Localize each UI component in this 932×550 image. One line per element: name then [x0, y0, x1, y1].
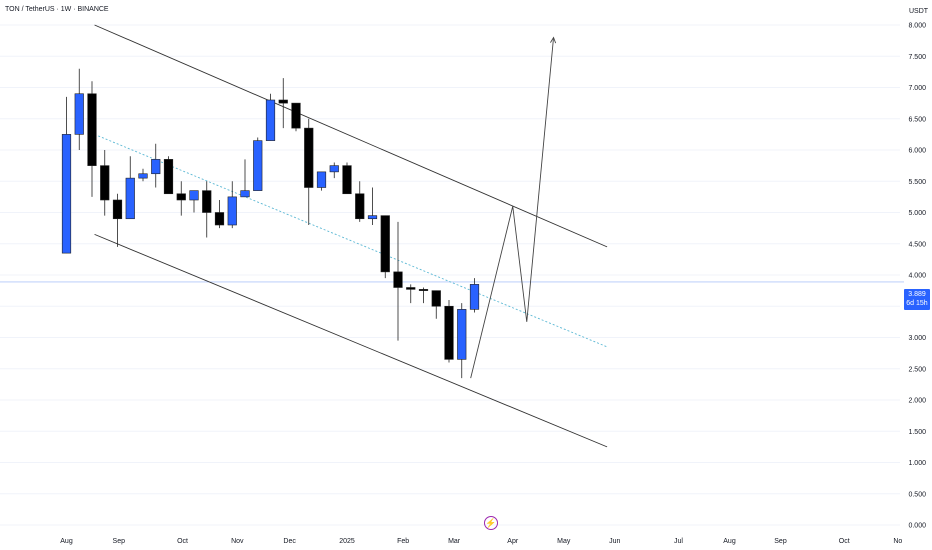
price-tick-label: 6.500	[908, 116, 926, 123]
candle-body	[355, 193, 365, 220]
price-tick-label: 7.000	[908, 85, 926, 92]
candle-body	[214, 212, 225, 226]
candle-body	[265, 99, 276, 141]
time-tick-label: Nov	[231, 538, 244, 545]
candle-body	[342, 165, 352, 195]
bar-countdown: 6d 15h	[906, 300, 928, 307]
price-tick-label: 1.500	[908, 429, 926, 436]
candle-body	[125, 177, 135, 220]
channel-lower-line	[94, 233, 608, 448]
channel-upper-line	[94, 24, 608, 248]
candle-body	[406, 287, 416, 290]
time-tick-label: Mar	[448, 538, 461, 545]
price-tick-label: 5.500	[908, 179, 926, 186]
time-axis[interactable]: Aug Sep Oct Nov Dec 2025 Feb Mar Apr May Jun Jul Aug…	[60, 538, 902, 545]
price-tick-label: 5.000	[908, 210, 926, 217]
price-tick-label: 4.000	[908, 273, 926, 280]
price-axis[interactable]: 0.0000.5001.0001.5002.0002.5003.0003.500…	[908, 23, 926, 530]
price-tick-label: 6.000	[908, 148, 926, 155]
time-tick-label: Sep	[774, 538, 787, 545]
candle-body	[112, 199, 123, 220]
candle-body	[278, 99, 288, 104]
candle-body	[61, 134, 72, 254]
currency-label[interactable]: USDT	[909, 8, 929, 15]
time-tick-label: Jul	[674, 538, 683, 545]
time-tick-label: Aug	[60, 538, 73, 545]
candle-body	[138, 173, 148, 179]
candle-body	[393, 271, 403, 288]
candle-body	[240, 190, 250, 198]
time-tick-label: 2025	[339, 538, 355, 545]
candle-body	[151, 159, 161, 175]
candle-body	[316, 171, 327, 188]
candle-body	[227, 196, 237, 226]
channel-mid-line	[94, 133, 608, 348]
price-tick-label: 2.500	[908, 366, 926, 373]
time-tick-label: Oct	[177, 538, 188, 545]
price-tick-label: 2.000	[908, 398, 926, 405]
candle-body	[329, 165, 339, 173]
grid	[0, 24, 900, 526]
projection-arrowhead	[550, 36, 557, 44]
price-tick-label: 7.500	[908, 54, 926, 61]
candle-body	[202, 190, 212, 213]
candle-body	[87, 93, 97, 166]
time-tick-label: No	[893, 538, 902, 545]
last-price-value: 3.889	[908, 291, 926, 298]
price-tick-label: 0.500	[908, 491, 926, 498]
candle-body	[163, 159, 174, 195]
candle-body	[380, 215, 390, 273]
candle-body	[253, 140, 263, 191]
price-tick-label: 0.000	[908, 523, 926, 530]
lightning-icon[interactable]: ⚡	[484, 516, 498, 530]
candle-body	[291, 102, 301, 129]
time-tick-label: Jun	[609, 538, 620, 545]
candle-body	[189, 190, 199, 201]
candle-body	[431, 290, 441, 307]
candle-body	[457, 309, 467, 360]
price-tick-label: 3.000	[908, 335, 926, 342]
price-tick-label: 1.000	[908, 460, 926, 467]
projection-path	[470, 37, 554, 379]
time-tick-label: Aug	[723, 538, 736, 545]
candle-body	[74, 93, 84, 135]
price-tick-label: 8.000	[908, 23, 926, 30]
symbol-title[interactable]: TON / TetherUS · 1W · BINANCE	[5, 6, 109, 13]
candle-body	[176, 193, 186, 201]
time-tick-label: Sep	[113, 538, 126, 545]
time-tick-label: Oct	[839, 538, 850, 545]
time-tick-label: Dec	[283, 538, 296, 545]
time-tick-label: Feb	[397, 538, 409, 545]
candlestick-series	[61, 68, 480, 379]
time-tick-label: May	[557, 538, 571, 545]
candle-body	[469, 284, 480, 310]
last-price-tag: 3.889 6d 15h	[904, 289, 930, 310]
candle-body	[304, 127, 314, 188]
trend-channel-drawings[interactable]	[94, 24, 608, 448]
candle-body	[367, 215, 378, 220]
time-tick-label: Apr	[507, 538, 519, 545]
candle-body	[418, 289, 429, 291]
candle-body	[100, 165, 110, 201]
price-tick-label: 4.500	[908, 241, 926, 248]
candle-body	[444, 305, 454, 360]
